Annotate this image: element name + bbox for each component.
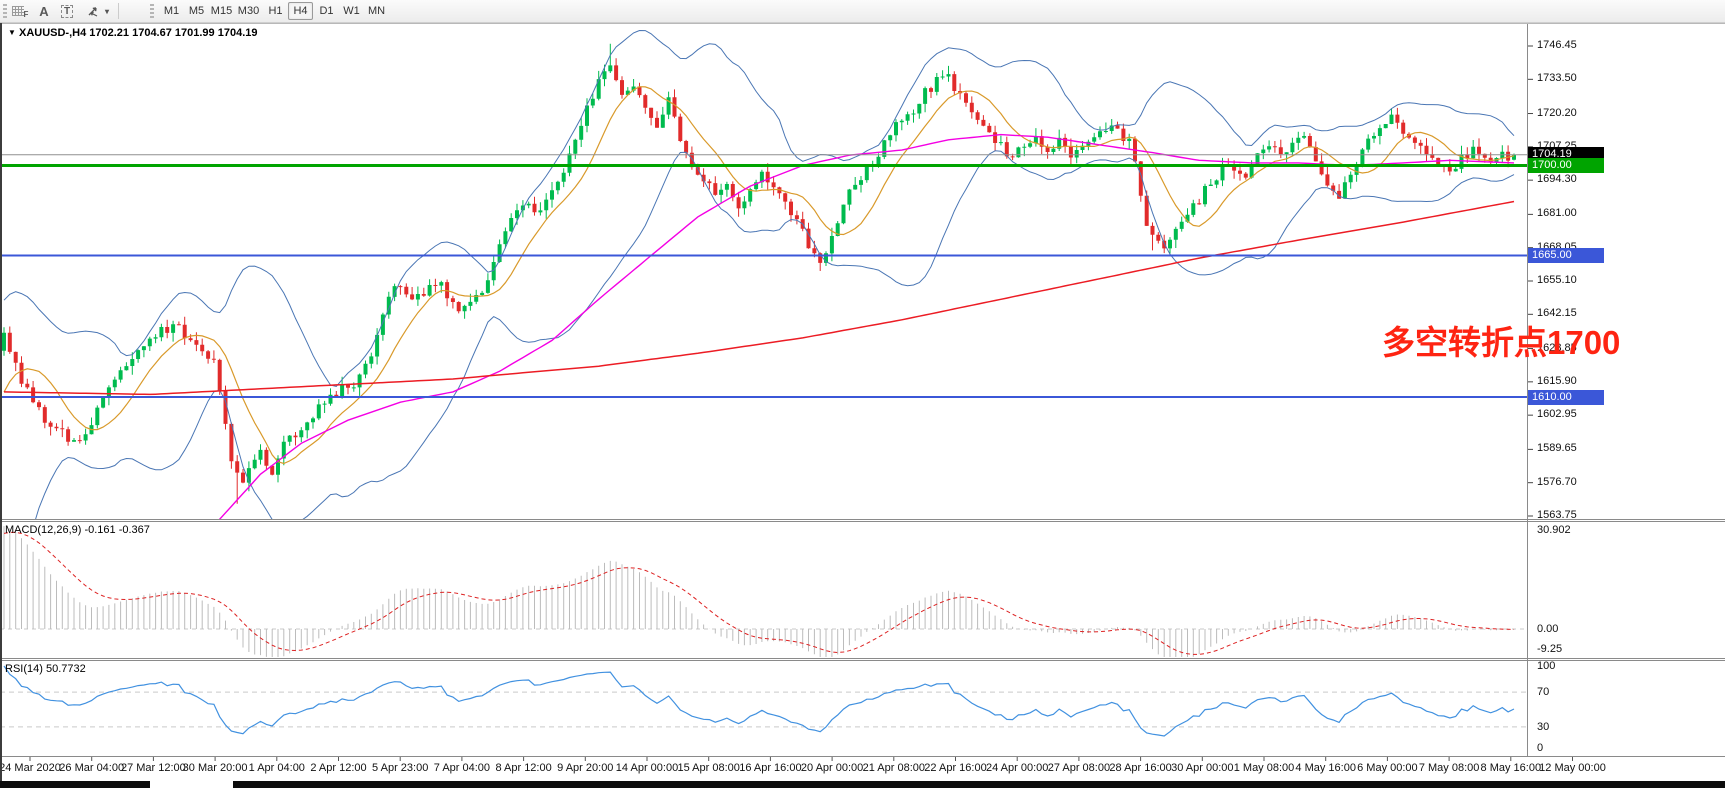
rsi-tick: 100 — [1537, 660, 1556, 672]
price-level-box-1610.00: 1610.00 — [1528, 389, 1604, 405]
price-tick: 1628.85 — [1537, 341, 1577, 354]
price-tick: 1720.20 — [1537, 106, 1577, 119]
price-tick: 1576.70 — [1537, 475, 1577, 488]
time-tick-label: 28 Apr 16:00 — [1109, 762, 1172, 774]
text-t-glyph: T — [60, 4, 74, 18]
rsi-tick: 0 — [1537, 742, 1544, 754]
time-tick-label: 8 Apr 12:00 — [495, 762, 552, 774]
price-tick: 1668.05 — [1537, 240, 1577, 253]
bollinger-lower-band — [35, 150, 1515, 519]
time-tick-label: 4 May 16:00 — [1295, 762, 1356, 774]
price-tick: 1681.00 — [1537, 207, 1577, 220]
price-tick: 1733.50 — [1537, 72, 1577, 85]
price-tick: 1694.30 — [1537, 173, 1577, 186]
grid-glyph — [11, 6, 24, 16]
time-tick-label: 7 Apr 04:00 — [433, 762, 491, 774]
grid-periods-icon[interactable]: F — [10, 2, 30, 20]
timeframe-h1[interactable]: H1 — [263, 2, 288, 20]
symbol-dropdown-icon[interactable]: ▼ — [8, 28, 16, 37]
time-tick-label: 22 Apr 16:00 — [924, 762, 987, 774]
price-tick: 1707.25 — [1537, 139, 1577, 152]
time-tick-label: 21 Apr 08:00 — [862, 762, 925, 774]
time-tick-label: 30 Mar 20:00 — [182, 762, 248, 774]
fast-ma-line — [3, 86, 1515, 465]
time-tick-label: 24 Mar 2020 — [0, 762, 61, 774]
chart-surface[interactable] — [0, 22, 1725, 788]
price-tick: 1746.45 — [1537, 39, 1577, 51]
annotate-a-icon[interactable]: A — [39, 3, 49, 19]
macd-tick: 0.00 — [1537, 623, 1559, 635]
time-tick-label: 12 May 00:00 — [1539, 762, 1606, 774]
timeframe-mn[interactable]: MN — [364, 2, 389, 20]
time-tick-label: 14 Apr 00:00 — [615, 762, 679, 774]
cursor-arrows-icon[interactable] — [84, 2, 102, 20]
rsi-panel — [0, 665, 1527, 737]
toolbar-grip[interactable] — [3, 4, 7, 18]
timeframe-m5[interactable]: M5 — [184, 2, 209, 20]
time-tick-label: 27 Mar 12:00 — [120, 762, 186, 774]
time-tick-label: 15 Apr 08:00 — [677, 762, 740, 774]
price-tick: 1615.90 — [1537, 374, 1577, 387]
toolbar-separator — [118, 3, 119, 19]
time-tick-label: 30 Apr 00:00 — [1171, 762, 1234, 774]
time-tick-label: 7 May 08:00 — [1418, 762, 1480, 774]
time-tick-label: 8 May 16:00 — [1480, 762, 1542, 774]
price-tick: 1563.75 — [1537, 509, 1577, 521]
grid-f-sub: F — [23, 10, 29, 19]
time-tick-label: 26 Mar 04:00 — [59, 762, 125, 774]
timeframe-toolbar-grip[interactable] — [150, 4, 154, 18]
macd-tick: -9.25 — [1537, 643, 1563, 655]
time-tick-label: 20 Apr 00:00 — [800, 762, 864, 774]
toolbar: F A T ▾ M1 M5 M15 M30 H1 H4 D1 W1 MN — [0, 0, 1725, 23]
rsi-tick: 70 — [1537, 686, 1550, 699]
timeframe-m30[interactable]: M30 — [236, 2, 261, 20]
timeframe-w1[interactable]: W1 — [339, 2, 364, 20]
red-ma-line — [3, 200, 1515, 396]
price-tick: 1642.15 — [1537, 307, 1577, 320]
price-tick: 1655.10 — [1537, 274, 1577, 286]
timeframe-h4[interactable]: H4 — [288, 2, 313, 20]
time-tick-label: 2 Apr 12:00 — [310, 762, 367, 774]
time-tick-label: 6 May 00:00 — [1357, 762, 1418, 774]
symbol-title[interactable]: ▼ XAUUSD-,H4 1702.21 1704.67 1701.99 170… — [8, 27, 258, 39]
text-label-icon[interactable]: T — [58, 2, 76, 20]
price-levels[interactable] — [0, 154, 1527, 399]
macd-panel — [0, 526, 1527, 657]
macd-indicator-label: MACD(12,26,9) -0.161 -0.367 — [5, 524, 150, 536]
candlesticks — [2, 43, 1516, 504]
time-tick-label: 1 Apr 04:00 — [248, 762, 305, 774]
timeframe-d1[interactable]: D1 — [314, 2, 339, 20]
window-left-edge — [0, 22, 2, 781]
panel-frame — [0, 23, 1725, 788]
time-tick-label: 5 Apr 23:00 — [372, 762, 429, 774]
arrows-glyph — [88, 7, 98, 17]
timeframe-m1[interactable]: M1 — [159, 2, 184, 20]
price-tick: 1602.95 — [1537, 408, 1577, 421]
timeframe-m15[interactable]: M15 — [209, 2, 234, 20]
price-tick: 1589.65 — [1537, 442, 1577, 455]
magenta-ma-line — [218, 133, 1515, 519]
chevron-down-icon[interactable]: ▾ — [104, 6, 109, 16]
macd-tick: 30.902 — [1537, 524, 1571, 537]
price-level-box-1700.00: 1700.00 — [1528, 157, 1604, 173]
rsi-indicator-label: RSI(14) 50.7732 — [5, 663, 86, 675]
price-level-box-1665.00: 1665.00 — [1528, 248, 1604, 264]
time-tick-label: 27 Apr 08:00 — [1047, 762, 1111, 774]
bollinger-upper-band — [3, 29, 1515, 387]
ohlc-readout: XAUUSD-,H4 1702.21 1704.67 1701.99 1704.… — [18, 27, 258, 39]
rsi-tick: 30 — [1537, 720, 1550, 733]
time-tick-label: 24 Apr 00:00 — [985, 762, 1049, 774]
chart-annotation-text: 多空转折点1700 — [1382, 324, 1621, 361]
time-tick-label: 1 May 08:00 — [1233, 762, 1295, 774]
time-tick-label: 16 Apr 16:00 — [739, 762, 802, 774]
time-tick-label: 9 Apr 20:00 — [557, 762, 614, 774]
